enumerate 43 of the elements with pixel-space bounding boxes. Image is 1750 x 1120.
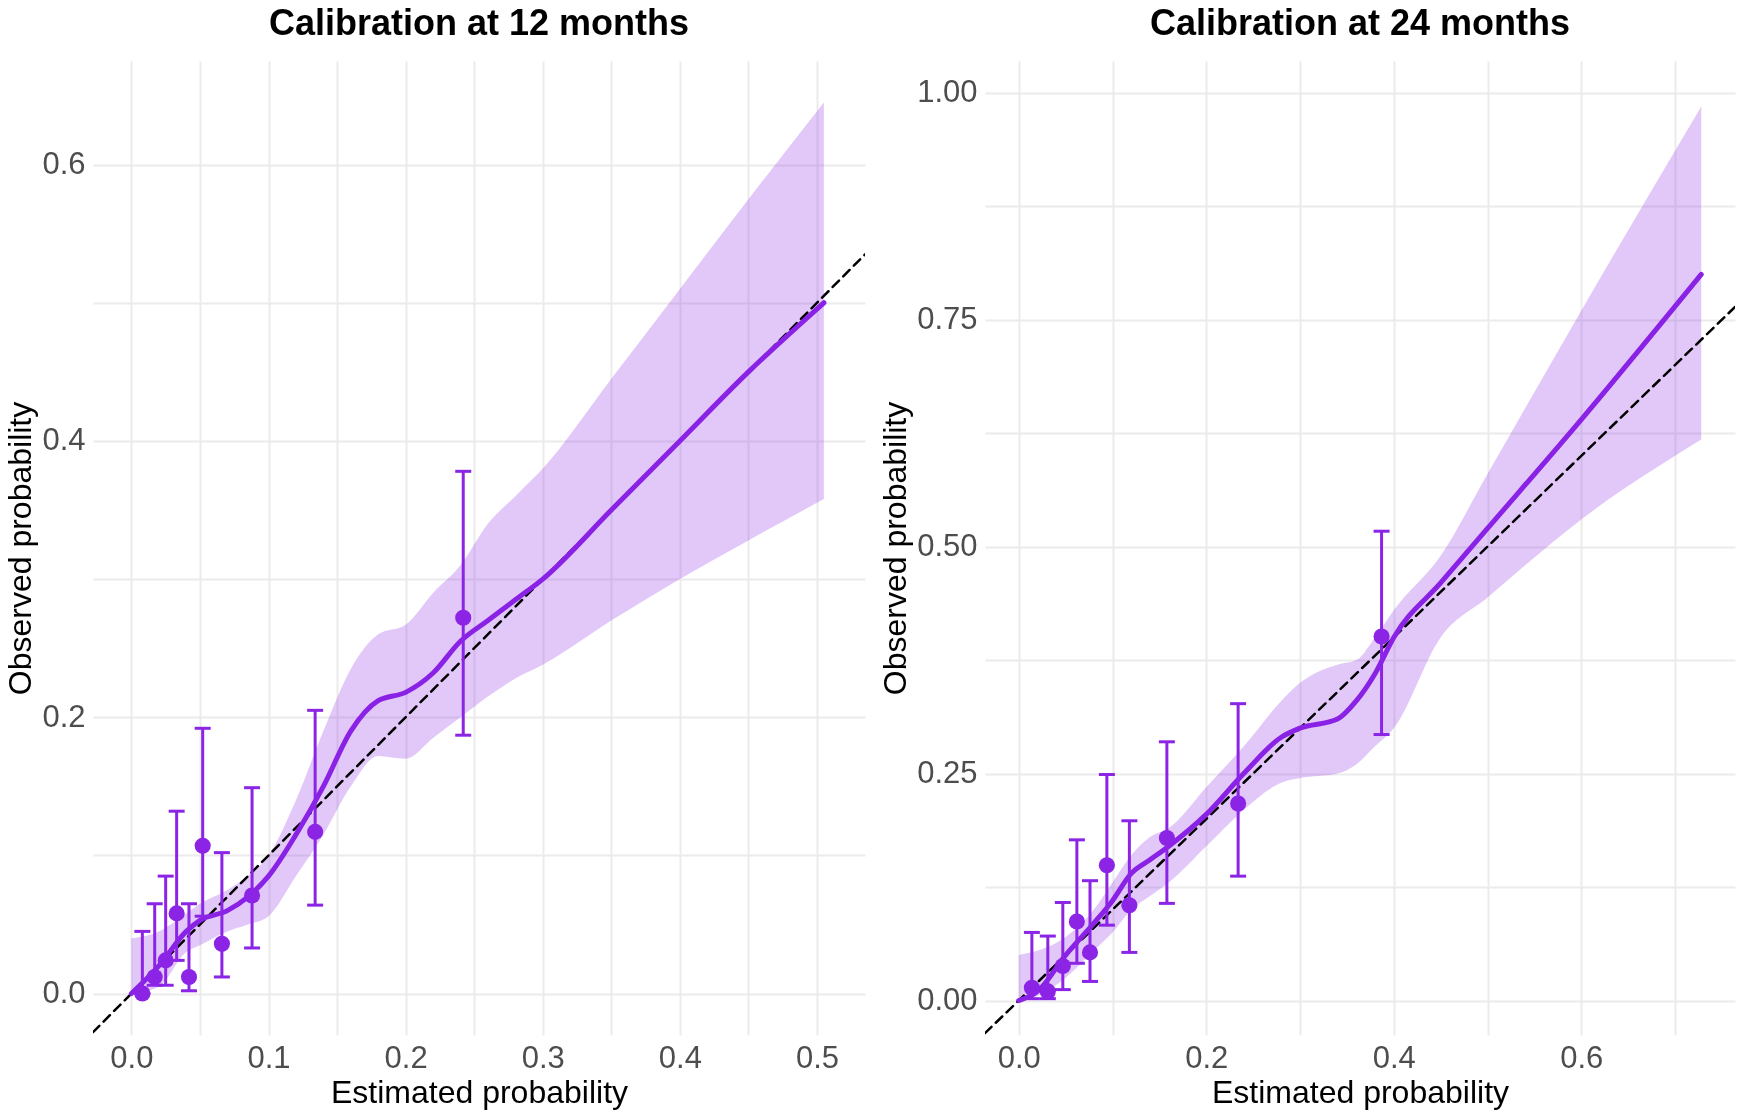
- point: [1121, 897, 1138, 914]
- point: [1098, 857, 1115, 874]
- point: [194, 837, 211, 854]
- x-tick-label: 0.0: [110, 1039, 154, 1075]
- point: [1081, 944, 1099, 961]
- point: [1158, 829, 1175, 847]
- point: [1068, 913, 1085, 930]
- chart-title: Calibration at 24 months: [1149, 2, 1571, 43]
- x-tick-label: 0.2: [1185, 1039, 1229, 1075]
- x-tick-label: 0.0: [997, 1039, 1041, 1075]
- point: [134, 985, 151, 1002]
- point: [168, 905, 185, 922]
- point: [307, 823, 324, 840]
- x-tick-label: 0.2: [384, 1039, 428, 1075]
- point: [213, 935, 230, 952]
- y-tick-label: 0.75: [917, 301, 978, 337]
- y-tick-label: 0.50: [917, 528, 978, 564]
- y-axis-title: Observed probability: [2, 401, 39, 696]
- y-tick-label: 0.00: [917, 982, 978, 1018]
- point: [1054, 957, 1071, 975]
- x-axis-title: Estimated probability: [330, 1073, 629, 1110]
- y-tick-label: 0.25: [917, 755, 978, 791]
- point: [1373, 628, 1390, 645]
- point: [1230, 795, 1247, 812]
- x-tick-label: 0.5: [795, 1039, 840, 1075]
- y-axis-title: Observed probability: [877, 401, 914, 696]
- point: [1023, 979, 1040, 996]
- y-tick-label: 1.00: [917, 74, 978, 110]
- x-axis-title: Estimated probability: [1211, 1073, 1510, 1110]
- y-tick-label: 0.6: [42, 146, 86, 182]
- x-tick-label: 0.4: [658, 1039, 702, 1075]
- point: [180, 968, 198, 986]
- x-tick-label: 0.3: [521, 1039, 565, 1075]
- point: [244, 887, 261, 904]
- y-tick-label: 0.2: [42, 698, 86, 734]
- y-tick-label: 0.4: [42, 422, 86, 458]
- point: [455, 609, 472, 626]
- x-tick-label: 0.1: [247, 1039, 291, 1075]
- y-tick-label: 0.0: [42, 975, 86, 1011]
- point: [157, 952, 174, 969]
- x-tick-label: 0.4: [1372, 1039, 1416, 1075]
- x-tick-label: 0.6: [1560, 1039, 1604, 1075]
- chart-title: Calibration at 12 months: [268, 2, 690, 43]
